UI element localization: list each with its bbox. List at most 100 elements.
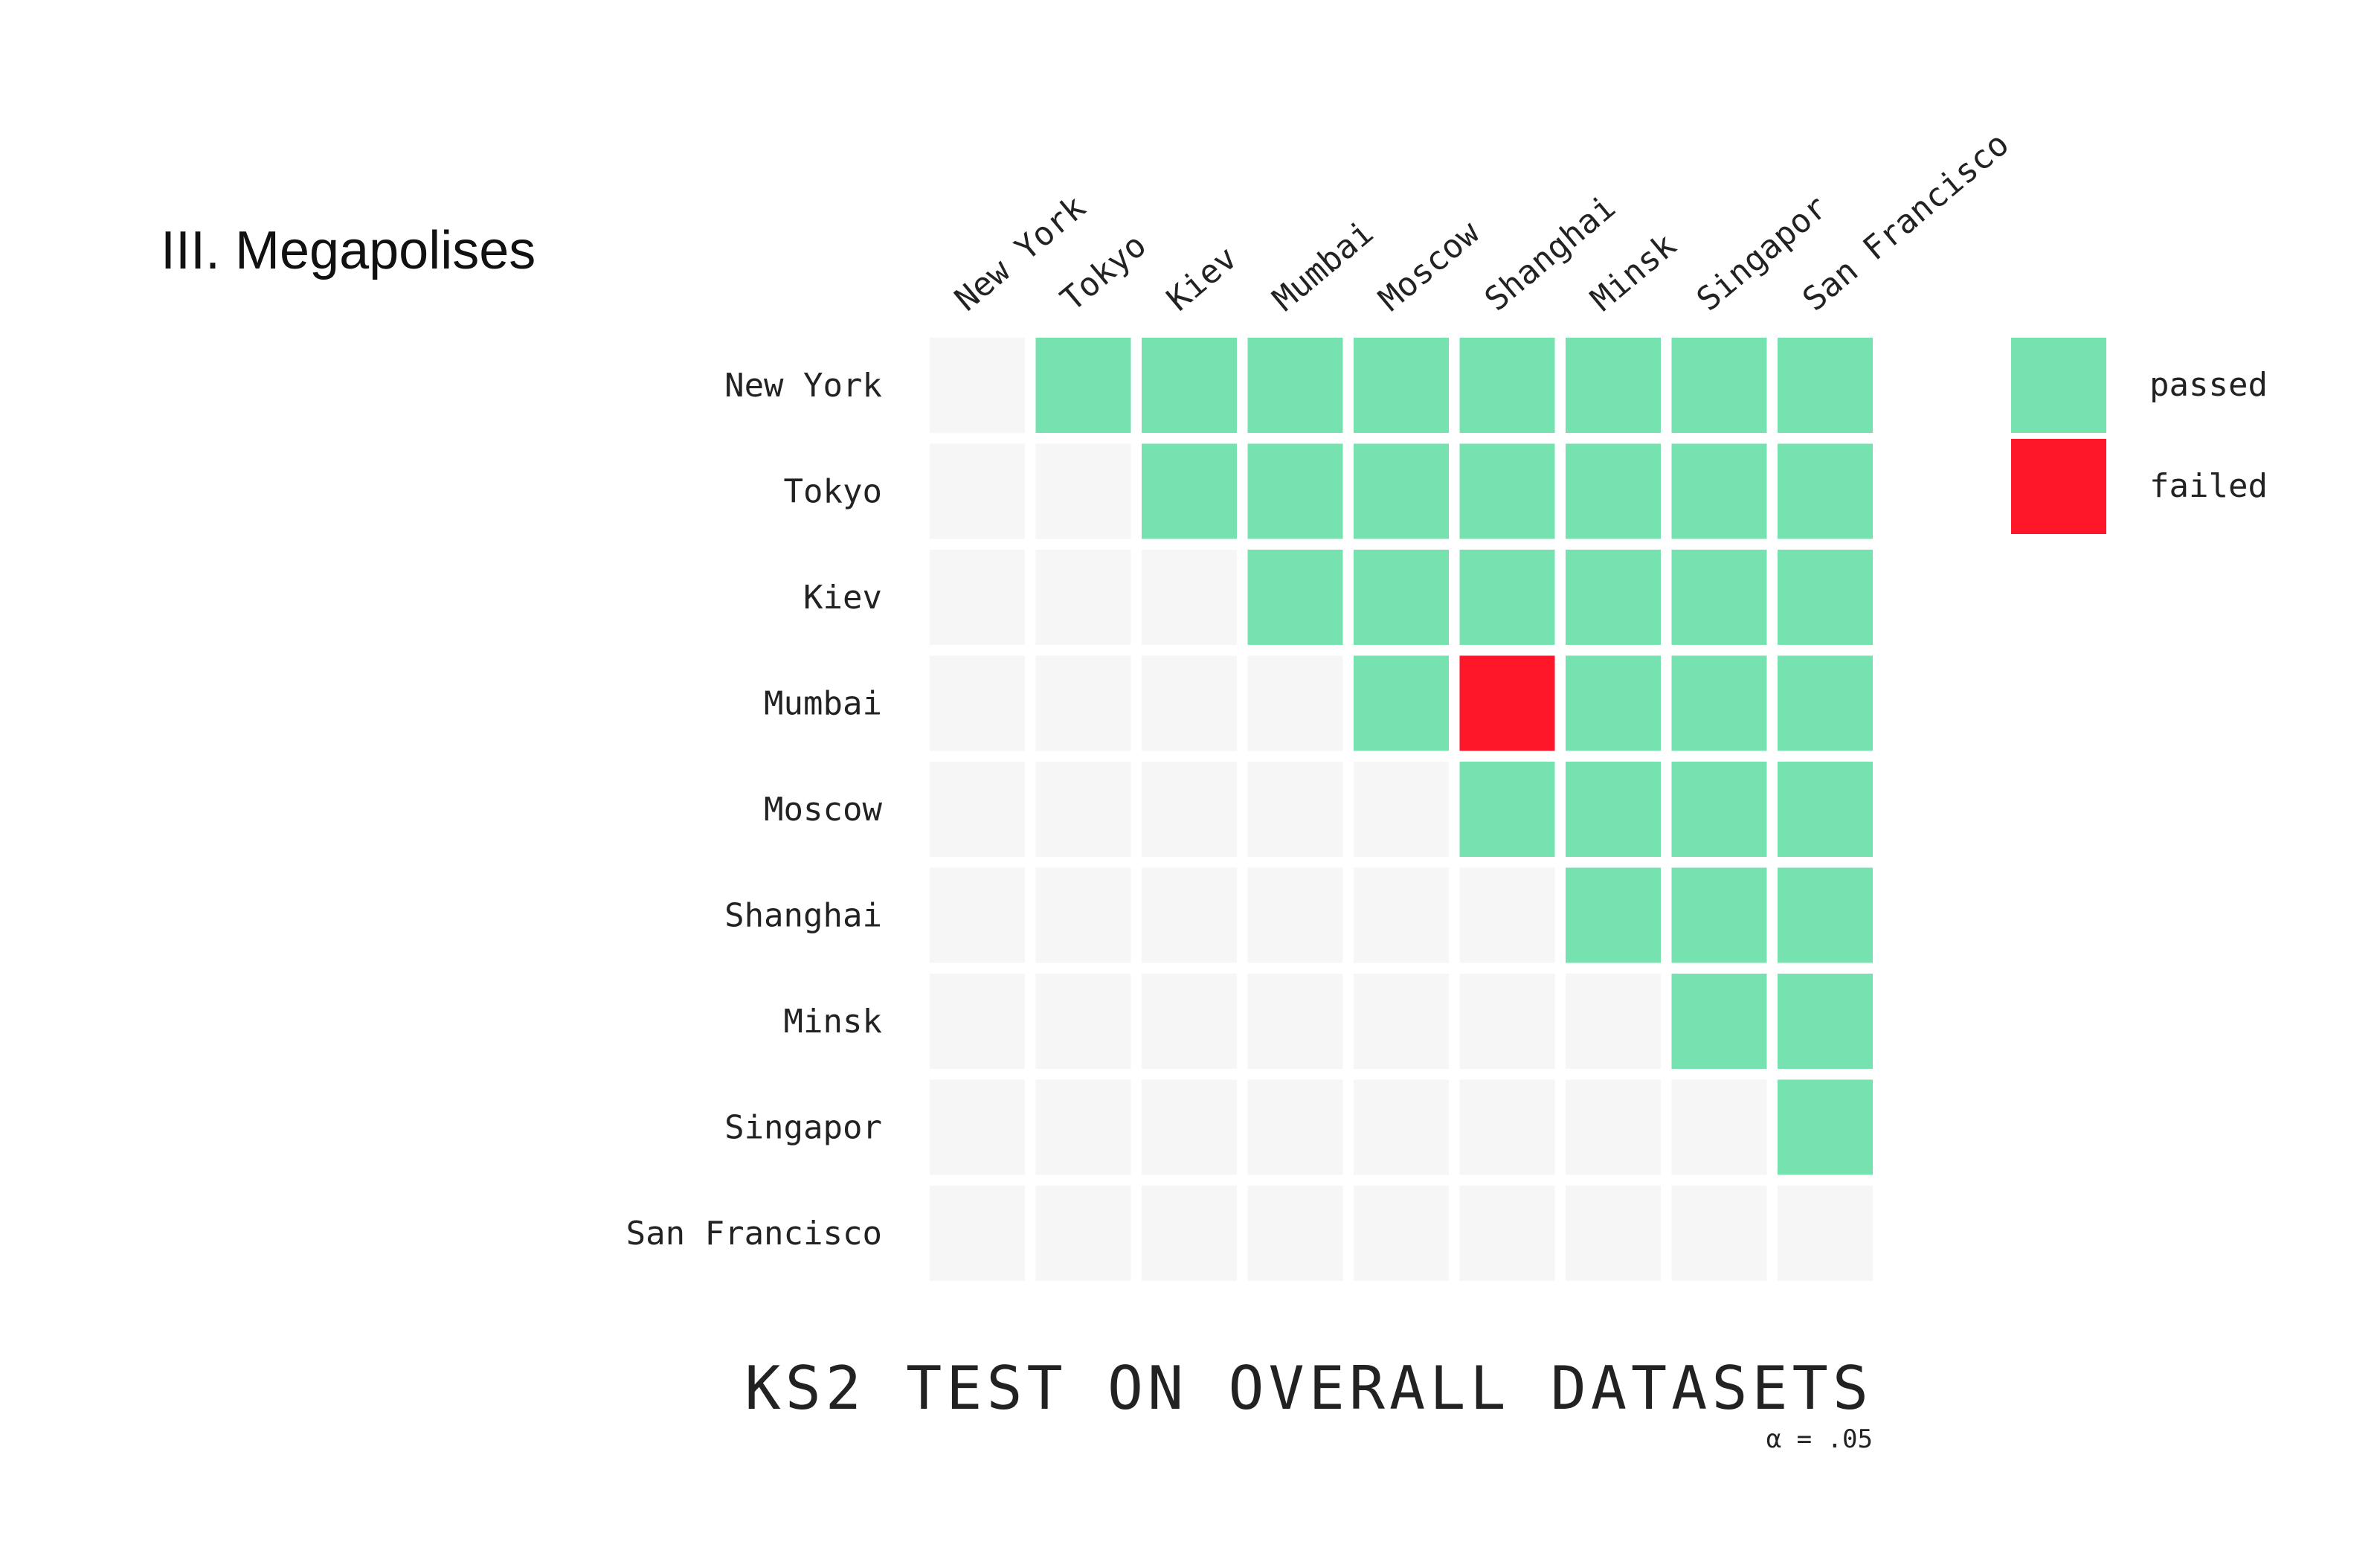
cell-empty: [930, 762, 1025, 857]
legend-swatch-passed: [2011, 338, 2106, 433]
row-label: Singapor: [724, 1109, 882, 1147]
row-label: Mumbai: [764, 685, 882, 723]
cell-passed: [1671, 443, 1767, 539]
cell-passed: [1354, 655, 1449, 751]
cell-empty: [930, 655, 1025, 751]
cell-passed: [1566, 550, 1661, 645]
cell-empty: [1354, 974, 1449, 1069]
cell-empty: [1142, 1079, 1237, 1175]
cell-passed: [1459, 338, 1555, 433]
cell-empty: [1671, 1186, 1767, 1281]
cell-empty: [1354, 1186, 1449, 1281]
cell-passed: [1142, 443, 1237, 539]
cell-passed: [1035, 338, 1131, 433]
cell-empty: [930, 974, 1025, 1069]
column-label: Moscow: [1371, 213, 1487, 319]
cell-passed: [1671, 974, 1767, 1069]
chart-title: KS2 TEST ON OVERALL DATASETS: [744, 1354, 1873, 1423]
cell-empty: [1671, 1079, 1767, 1175]
column-label: Mumbai: [1266, 213, 1381, 318]
cell-empty: [1459, 867, 1555, 963]
cell-empty: [1035, 1186, 1131, 1281]
cell-empty: [1035, 867, 1131, 963]
cell-passed: [1459, 762, 1555, 857]
legend: passed failed: [2011, 338, 2268, 534]
cell-passed: [1671, 655, 1767, 751]
column-label: Kiev: [1160, 239, 1244, 318]
cell-passed: [1566, 867, 1661, 963]
cell-empty: [1142, 867, 1237, 963]
cell-empty: [1354, 762, 1449, 857]
section-title: III. Megapolises: [161, 221, 536, 280]
cell-passed: [1778, 1079, 1873, 1175]
cell-empty: [1459, 1186, 1555, 1281]
cell-empty: [1142, 974, 1237, 1069]
cell-empty: [1035, 1079, 1131, 1175]
cell-empty: [1459, 1079, 1555, 1175]
cell-passed: [1778, 443, 1873, 539]
row-label: Shanghai: [724, 897, 882, 935]
cell-passed: [1247, 443, 1343, 539]
cell-passed: [1459, 443, 1555, 539]
cell-empty: [1142, 550, 1237, 645]
cell-passed: [1247, 338, 1343, 433]
row-label: Kiev: [803, 579, 882, 617]
cell-passed: [1671, 762, 1767, 857]
cell-empty: [1247, 867, 1343, 963]
cell-passed: [1354, 443, 1449, 539]
legend-label-failed: failed: [2149, 467, 2268, 505]
cell-passed: [1566, 338, 1661, 433]
cell-passed: [1354, 550, 1449, 645]
cell-passed: [1566, 443, 1661, 539]
cell-passed: [1142, 338, 1237, 433]
row-label: Moscow: [764, 791, 882, 829]
heatmap-cells: [930, 338, 1873, 1281]
row-label: San Francisco: [626, 1215, 882, 1253]
cell-empty: [1566, 974, 1661, 1069]
legend-swatch-failed: [2011, 439, 2106, 534]
cell-empty: [1778, 1186, 1873, 1281]
column-label: Minsk: [1583, 226, 1683, 318]
cell-passed: [1778, 762, 1873, 857]
cell-passed: [1671, 338, 1767, 433]
cell-passed: [1566, 762, 1661, 857]
cell-empty: [1142, 1186, 1237, 1281]
cell-passed: [1778, 655, 1873, 751]
cell-empty: [930, 1186, 1025, 1281]
cell-failed: [1459, 655, 1555, 751]
cell-empty: [1142, 762, 1237, 857]
cell-passed: [1671, 867, 1767, 963]
cell-passed: [1566, 655, 1661, 751]
cell-passed: [1354, 338, 1449, 433]
cell-empty: [1035, 974, 1131, 1069]
cell-passed: [1247, 550, 1343, 645]
column-label: Tokyo: [1054, 226, 1154, 318]
cell-passed: [1459, 550, 1555, 645]
cell-empty: [1247, 655, 1343, 751]
cell-empty: [930, 550, 1025, 645]
cell-empty: [1247, 1079, 1343, 1175]
chart-subtitle: α = .05: [1766, 1424, 1873, 1454]
cell-empty: [930, 867, 1025, 963]
cell-empty: [1566, 1079, 1661, 1175]
cell-empty: [930, 1079, 1025, 1175]
row-label: Tokyo: [784, 473, 882, 511]
row-label: New York: [724, 367, 882, 405]
cell-empty: [930, 443, 1025, 539]
cell-empty: [1035, 443, 1131, 539]
cell-empty: [1035, 550, 1131, 645]
legend-label-passed: passed: [2149, 366, 2268, 404]
cell-empty: [930, 338, 1025, 433]
cell-empty: [1142, 655, 1237, 751]
cell-passed: [1778, 867, 1873, 963]
cell-empty: [1035, 762, 1131, 857]
cell-empty: [1566, 1186, 1661, 1281]
cell-empty: [1354, 1079, 1449, 1175]
cell-passed: [1778, 338, 1873, 433]
cell-empty: [1247, 762, 1343, 857]
cell-passed: [1778, 550, 1873, 645]
cell-empty: [1459, 974, 1555, 1069]
row-labels: New York Tokyo Kiev Mumbai Moscow Shanghai Min…: [626, 367, 883, 1253]
